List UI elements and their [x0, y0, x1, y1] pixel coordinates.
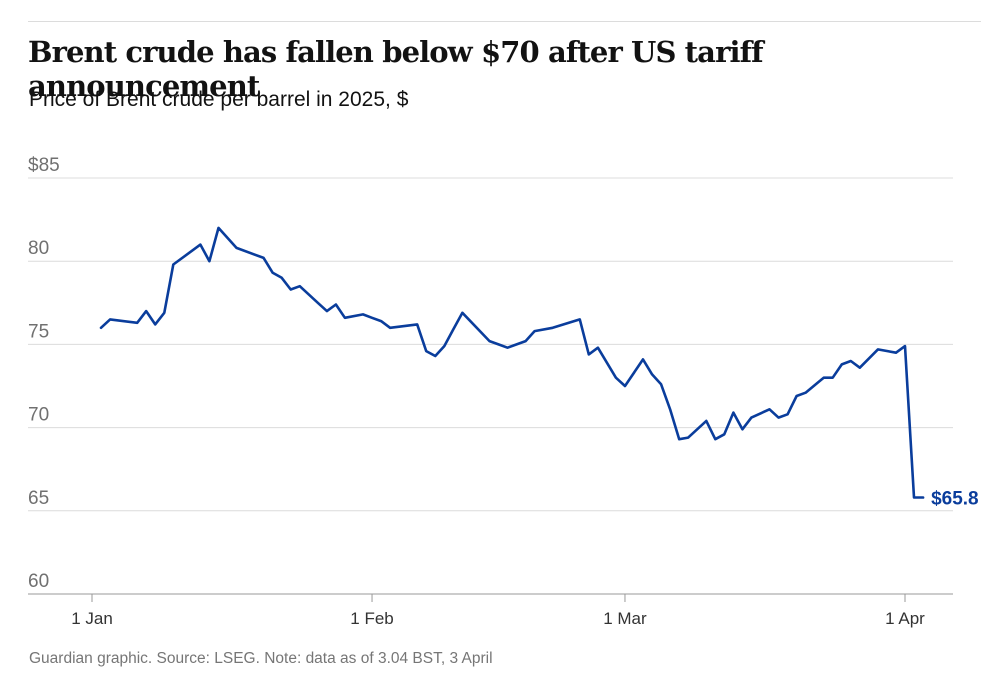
x-tick-label-2: 1 Mar — [603, 609, 647, 628]
grid-lines — [28, 177, 953, 512]
y-tick-label-85: $85 — [28, 155, 60, 176]
x-tick-label-3: 1 Apr — [885, 609, 925, 628]
y-tick-label-65: 65 — [28, 488, 49, 509]
last-value-label: $65.8 — [931, 488, 979, 509]
x-axis: 1 Jan 1 Feb 1 Mar 1 Apr — [28, 593, 953, 628]
top-rule — [28, 21, 981, 22]
y-axis-ticks: $85 80 75 70 65 60 — [28, 155, 60, 592]
y-tick-label-70: 70 — [28, 405, 49, 426]
x-tick-label-1: 1 Feb — [350, 609, 393, 628]
series-line-brent — [99, 226, 925, 499]
y-tick-label-60: 60 — [28, 571, 49, 592]
series-layer: $65.8 — [99, 226, 979, 509]
chart-subtitle: Price of Brent crude per barrel in 2025,… — [29, 88, 409, 111]
y-tick-label-80: 80 — [28, 238, 49, 259]
x-tick-label-0: 1 Jan — [71, 609, 113, 628]
chart-title: Brent crude has fallen below $70 after U… — [28, 35, 764, 103]
y-tick-label-75: 75 — [28, 321, 49, 342]
source-note: Guardian graphic. Source: LSEG. Note: da… — [29, 650, 493, 667]
brent-price-chart: $85 80 75 70 65 60 1 Jan 1 Feb 1 Mar 1 Apr $65.8 — [28, 155, 979, 628]
